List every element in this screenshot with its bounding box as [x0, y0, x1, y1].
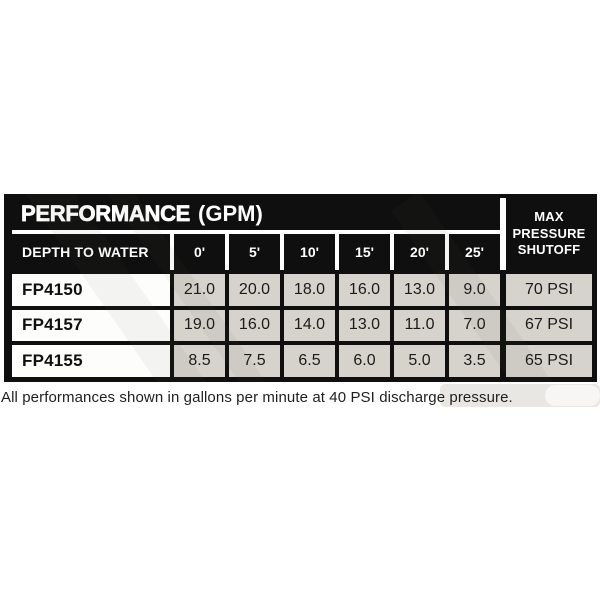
gpm-value-cell: 5.0 [394, 345, 445, 377]
gpm-value-cell: 16.0 [339, 274, 390, 306]
gpm-value-cell: 6.0 [339, 345, 390, 377]
column-separator [390, 234, 394, 270]
gpm-value-cell: 20.0 [229, 274, 280, 306]
gpm-unit-label: (GPM) [198, 201, 263, 226]
performance-table-grid: PERFORMANCE (GPM) DEPTH TO WATER 0' 5' 1… [12, 198, 592, 377]
column-separator [170, 234, 174, 270]
header-divider-line [12, 230, 500, 234]
max-header-line-3: SHUTOFF [517, 242, 581, 258]
depth-header-0ft: 0' [193, 244, 206, 260]
gpm-value-cell: 7.5 [229, 345, 280, 377]
gpm-value-cell: 21.0 [174, 274, 225, 306]
gpm-value-cell: 14.0 [284, 309, 335, 342]
max-psi-cell-fp4155: 65 PSI [506, 345, 592, 377]
gpm-value-cell: 19.0 [174, 309, 225, 342]
max-psi-cell-fp4157: 67 PSI [506, 309, 592, 342]
depth-to-water-header: DEPTH TO WATER [22, 244, 149, 260]
gpm-value-cell: 11.0 [394, 309, 445, 342]
max-header-line-2: PRESSURE [512, 225, 586, 241]
column-separator [445, 234, 449, 270]
depth-header-25ft: 25' [465, 244, 484, 260]
max-pressure-shutoff-header: MAX PRESSURE SHUTOFF [506, 198, 592, 270]
depth-header-10ft: 10' [300, 244, 319, 260]
gpm-value-cell: 18.0 [284, 274, 335, 306]
column-separator [225, 234, 229, 270]
watermark-blob [545, 385, 600, 406]
gpm-value-cell: 7.0 [449, 309, 500, 342]
gpm-value-cell: 13.0 [394, 274, 445, 306]
column-separator [335, 234, 339, 270]
performance-table: PERFORMANCE (GPM) DEPTH TO WATER 0' 5' 1… [4, 194, 597, 382]
footnote: All performances shown in gallons per mi… [1, 389, 513, 406]
gpm-value-cell: 13.0 [339, 309, 390, 342]
gpm-value-cell: 3.5 [449, 345, 500, 377]
gpm-value-cell: 16.0 [229, 309, 280, 342]
max-column-separator [500, 198, 506, 270]
depth-header-5ft: 5' [248, 244, 261, 260]
max-header-line-1: MAX [534, 209, 564, 225]
model-cell-fp4157: FP4157 [12, 309, 170, 342]
gpm-value-cell: 8.5 [174, 345, 225, 377]
model-cell-fp4150: FP4150 [12, 274, 170, 306]
table-title: PERFORMANCE (GPM) [12, 198, 500, 230]
performance-title-text: PERFORMANCE [21, 201, 191, 227]
depth-header-15ft: 15' [355, 244, 374, 260]
gpm-value-cell: 6.5 [284, 345, 335, 377]
gpm-value-cell: 9.0 [449, 274, 500, 306]
column-separator [280, 234, 284, 270]
depth-header-20ft: 20' [410, 244, 429, 260]
model-cell-fp4155: FP4155 [12, 345, 170, 377]
max-psi-cell-fp4150: 70 PSI [506, 274, 592, 306]
